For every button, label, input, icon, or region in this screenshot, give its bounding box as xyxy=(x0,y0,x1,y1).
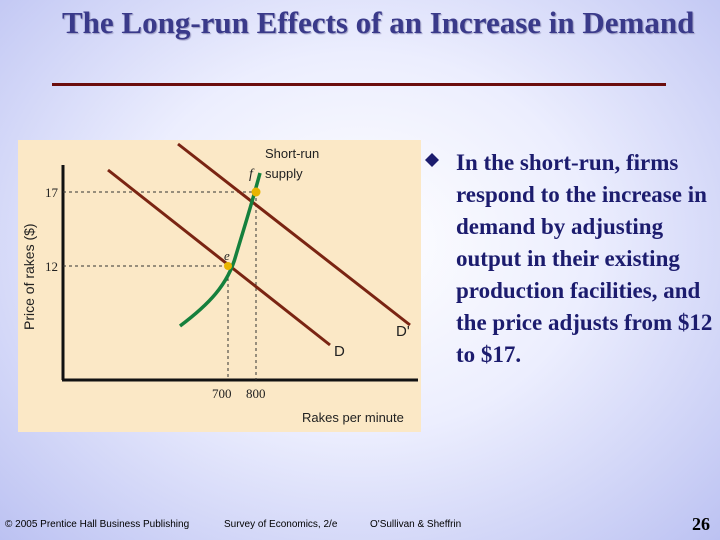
y-axis-label: Price of rakes ($) xyxy=(21,223,37,330)
point-f-label: f xyxy=(249,167,255,182)
point-e-label: e xyxy=(224,248,230,263)
page-number: 26 xyxy=(692,514,710,534)
footer-authors: O'Sullivan & Sheffrin xyxy=(370,519,462,530)
supply-label-line1: Short-run xyxy=(265,146,319,161)
demand-label-d: D xyxy=(334,343,345,360)
bullet-text: In the short-run, firms respond to the i… xyxy=(456,150,713,367)
x-tick-800: 800 xyxy=(246,386,266,401)
demand-curve-d xyxy=(107,168,331,347)
y-tick-12: 12 xyxy=(45,259,58,274)
demand-label-d-prime: D' xyxy=(396,323,410,340)
market-diagram: e f Short-run supply D D' 17 12 700 800 … xyxy=(18,140,421,432)
supply-label-line2: supply xyxy=(265,166,303,181)
point-f-marker xyxy=(251,187,261,197)
footer-copyright: © 2005 Prentice Hall Business Publishing xyxy=(5,519,190,530)
footer-book: Survey of Economics, 2/e xyxy=(224,519,338,530)
y-tick-17: 17 xyxy=(45,185,59,200)
slide-title: The Long-run Effects of an Increase in D… xyxy=(62,5,695,40)
short-run-supply-curve xyxy=(178,172,262,328)
title-underline xyxy=(52,83,666,86)
demand-curve-d-prime xyxy=(177,142,411,327)
x-axis-label: Rakes per minute xyxy=(302,410,404,425)
diamond-bullet-icon xyxy=(425,153,439,167)
x-tick-700: 700 xyxy=(212,386,232,401)
point-e-marker xyxy=(224,262,232,270)
